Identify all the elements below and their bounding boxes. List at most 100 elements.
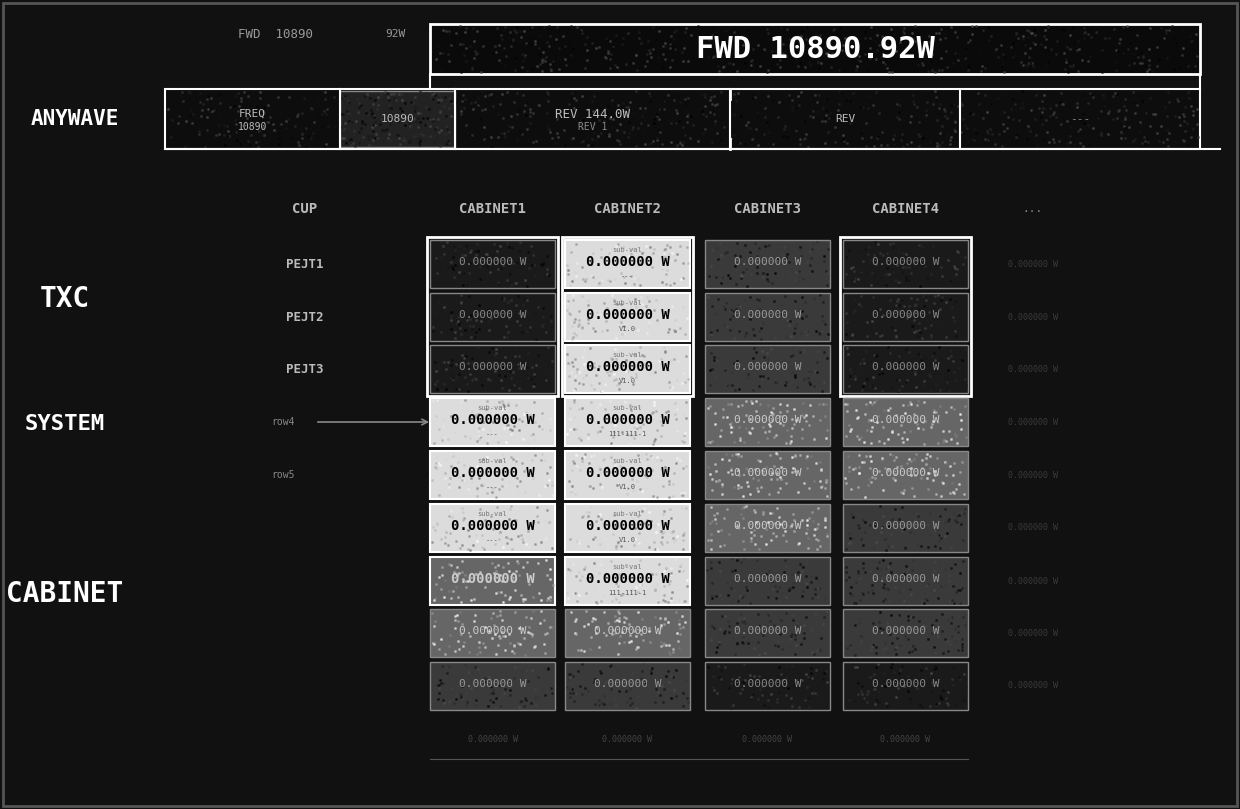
Text: ---: --- — [1070, 114, 1090, 124]
Bar — [565, 345, 689, 393]
Bar — [565, 504, 689, 552]
Text: sub-val: sub-val — [613, 458, 642, 464]
Text: sub-val: sub-val — [477, 458, 507, 464]
Text: 0.000000 W: 0.000000 W — [450, 413, 534, 427]
Bar — [565, 557, 689, 605]
Bar — [430, 504, 556, 552]
Text: REV: REV — [835, 114, 856, 124]
Text: 0.000000 W: 0.000000 W — [872, 362, 939, 372]
Text: 0.000000 W: 0.000000 W — [734, 574, 801, 584]
Text: ANYWAVE: ANYWAVE — [31, 109, 119, 129]
Text: sub-val: sub-val — [613, 405, 642, 411]
Text: ...: ... — [1022, 204, 1043, 214]
Text: 0.000000 W: 0.000000 W — [450, 519, 534, 533]
Bar — [430, 345, 556, 393]
Text: V1.0: V1.0 — [619, 484, 636, 490]
Text: 0.000000 W: 0.000000 W — [459, 310, 526, 320]
Text: 0.000000 W: 0.000000 W — [872, 626, 939, 636]
Text: 0.000000 W: 0.000000 W — [872, 574, 939, 584]
Text: ---: --- — [621, 273, 634, 279]
Bar — [706, 609, 830, 657]
Text: ---: --- — [486, 431, 498, 437]
Text: PEJT2: PEJT2 — [286, 311, 324, 324]
Bar — [340, 91, 455, 147]
Text: 0.000000 W: 0.000000 W — [459, 626, 526, 636]
Bar — [706, 557, 830, 605]
Bar — [430, 293, 556, 341]
Text: 0.000000 W: 0.000000 W — [450, 572, 534, 586]
Text: 0.000000 W: 0.000000 W — [459, 679, 526, 689]
Text: SYSTEM: SYSTEM — [25, 414, 105, 434]
Text: 0.000000 W: 0.000000 W — [872, 679, 939, 689]
Text: row5: row5 — [272, 470, 295, 480]
Bar — [430, 24, 1200, 74]
Text: FWD  10890: FWD 10890 — [238, 28, 312, 40]
Bar — [565, 609, 689, 657]
Bar — [706, 398, 830, 446]
Text: FREQ: FREQ — [239, 109, 267, 119]
Bar — [843, 240, 968, 288]
Bar — [706, 451, 830, 499]
Text: PEJT1: PEJT1 — [286, 257, 324, 270]
Text: 0.000000 W: 0.000000 W — [450, 466, 534, 480]
Bar — [562, 237, 693, 396]
Bar — [565, 398, 689, 446]
Text: 0.000000 W: 0.000000 W — [1007, 471, 1058, 480]
Bar — [427, 237, 558, 396]
Text: ---: --- — [486, 537, 498, 543]
Text: V1.0: V1.0 — [619, 378, 636, 384]
Text: 0.000000 W: 0.000000 W — [585, 572, 670, 586]
Text: CABINET4: CABINET4 — [872, 202, 939, 216]
Text: 0.000000 W: 0.000000 W — [872, 257, 939, 267]
Text: REV 1: REV 1 — [578, 122, 608, 132]
Bar — [706, 240, 830, 288]
Bar — [565, 293, 689, 341]
Text: 0.000000 W: 0.000000 W — [872, 310, 939, 320]
Bar — [843, 293, 968, 341]
Bar — [430, 240, 556, 288]
Text: V1.0: V1.0 — [619, 537, 636, 543]
Text: 0.000000 W: 0.000000 W — [585, 413, 670, 427]
Text: sub-val: sub-val — [613, 247, 642, 253]
Text: REV 144.0W: REV 144.0W — [556, 108, 630, 121]
Bar — [430, 451, 556, 499]
Bar — [839, 237, 971, 396]
Text: row4: row4 — [272, 417, 295, 427]
Text: 0.000000 W: 0.000000 W — [1007, 312, 1058, 321]
Text: 0.000000 W: 0.000000 W — [603, 735, 652, 743]
Bar — [706, 345, 830, 393]
Text: 0.000000 W: 0.000000 W — [585, 308, 670, 322]
Text: 0.000000 W: 0.000000 W — [459, 362, 526, 372]
Bar — [843, 557, 968, 605]
Bar — [430, 662, 556, 710]
Text: sub-val: sub-val — [613, 300, 642, 306]
Text: 92W: 92W — [384, 29, 405, 39]
Text: 0.000000 W: 0.000000 W — [734, 626, 801, 636]
Text: 0.000000 W: 0.000000 W — [1007, 681, 1058, 691]
Text: 0.000000 W: 0.000000 W — [734, 679, 801, 689]
Text: 0.000000 W: 0.000000 W — [1007, 577, 1058, 586]
Text: 10890: 10890 — [381, 114, 414, 124]
Text: 0.000000 W: 0.000000 W — [594, 679, 661, 689]
Text: CUP: CUP — [293, 202, 317, 216]
Text: 0.000000 W: 0.000000 W — [1007, 260, 1058, 269]
Bar — [565, 662, 689, 710]
Text: 10890: 10890 — [238, 122, 267, 132]
Text: 0.000000 W: 0.000000 W — [872, 468, 939, 478]
Text: 0.000000 W: 0.000000 W — [1007, 365, 1058, 374]
Bar — [706, 662, 830, 710]
Bar — [430, 609, 556, 657]
Text: 0.000000 W: 0.000000 W — [734, 257, 801, 267]
Text: TXC: TXC — [40, 285, 91, 313]
Text: 111-111-1: 111-111-1 — [609, 431, 646, 437]
Text: 0.000000 W: 0.000000 W — [594, 626, 661, 636]
Text: 0.000000 W: 0.000000 W — [467, 735, 517, 743]
Text: 111-111-1: 111-111-1 — [609, 590, 646, 596]
Bar — [706, 504, 830, 552]
Text: 0.000000 W: 0.000000 W — [872, 415, 939, 425]
Text: V1.0: V1.0 — [619, 326, 636, 332]
Text: 0.000000 W: 0.000000 W — [459, 257, 526, 267]
Bar — [430, 398, 556, 446]
Text: sub-val: sub-val — [477, 511, 507, 517]
Text: 0.000000 W: 0.000000 W — [1007, 417, 1058, 426]
